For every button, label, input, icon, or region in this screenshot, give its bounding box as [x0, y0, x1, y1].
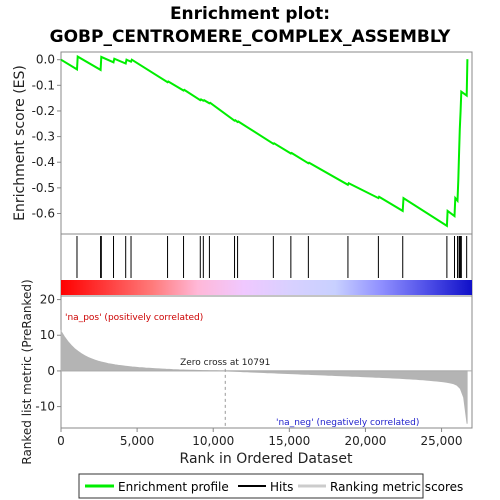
metric-y-tick-label: -10: [35, 400, 55, 414]
metric-y-ticks: 20 10 0 -10: [35, 293, 61, 414]
ranked-list-color-band: [61, 280, 472, 295]
metric-y-tick-label: 0: [47, 364, 55, 378]
es-y-tick-label: -0.2: [32, 104, 55, 118]
x-tick-label: 5,000: [120, 434, 154, 448]
chart-title-line1: Enrichment plot:: [170, 4, 330, 24]
x-axis-ticks: 0 5,000 10,000 15,000 20,000 25,000: [57, 428, 462, 448]
es-y-tick-label: -0.6: [32, 206, 55, 220]
legend-label-ranking-metric: Ranking metric scores: [330, 480, 463, 494]
metric-y-tick-label: 10: [40, 328, 55, 342]
chart-title-line2: GOBP_CENTROMERE_COMPLEX_ASSEMBLY: [50, 27, 451, 47]
zero-cross-label: Zero cross at 10791: [180, 358, 270, 368]
x-tick-label: 10,000: [192, 434, 234, 448]
es-y-tick-label: -0.1: [32, 78, 55, 92]
es-y-ticks: 0.0 -0.1 -0.2 -0.3 -0.4 -0.5 -0.6: [32, 53, 61, 221]
es-panel-frame: [61, 52, 472, 296]
positive-correlation-label: 'na_pos' (positively correlated): [65, 313, 203, 323]
metric-y-axis-label: Ranked list metric (PreRanked): [20, 279, 34, 464]
x-tick-label: 20,000: [344, 434, 386, 448]
es-y-tick-label: -0.3: [32, 130, 55, 144]
legend-label-enrichment-profile: Enrichment profile: [118, 480, 229, 494]
x-axis-label: Rank in Ordered Dataset: [180, 451, 353, 467]
es-y-tick-label: 0.0: [36, 53, 55, 67]
es-y-tick-label: -0.5: [32, 181, 55, 195]
es-y-axis-label: Enrichment score (ES): [12, 65, 28, 221]
x-tick-label: 25,000: [421, 434, 463, 448]
metric-y-tick-label: 20: [40, 293, 55, 307]
es-panel: 0.0 -0.1 -0.2 -0.3 -0.4 -0.5 -0.6 Enrichment s…: [12, 52, 472, 296]
metric-panel: Zero cross at 10791 'na_pos' (positively…: [20, 279, 472, 464]
x-tick-label: 0: [57, 434, 65, 448]
negative-correlation-label: 'na_neg' (negatively correlated): [276, 418, 419, 428]
legend-label-hits: Hits: [270, 480, 293, 494]
legend: Enrichment profile Hits Ranking metric s…: [79, 474, 463, 498]
color-band: [61, 280, 472, 295]
x-tick-label: 15,000: [268, 434, 310, 448]
es-y-tick-label: -0.4: [32, 155, 55, 169]
